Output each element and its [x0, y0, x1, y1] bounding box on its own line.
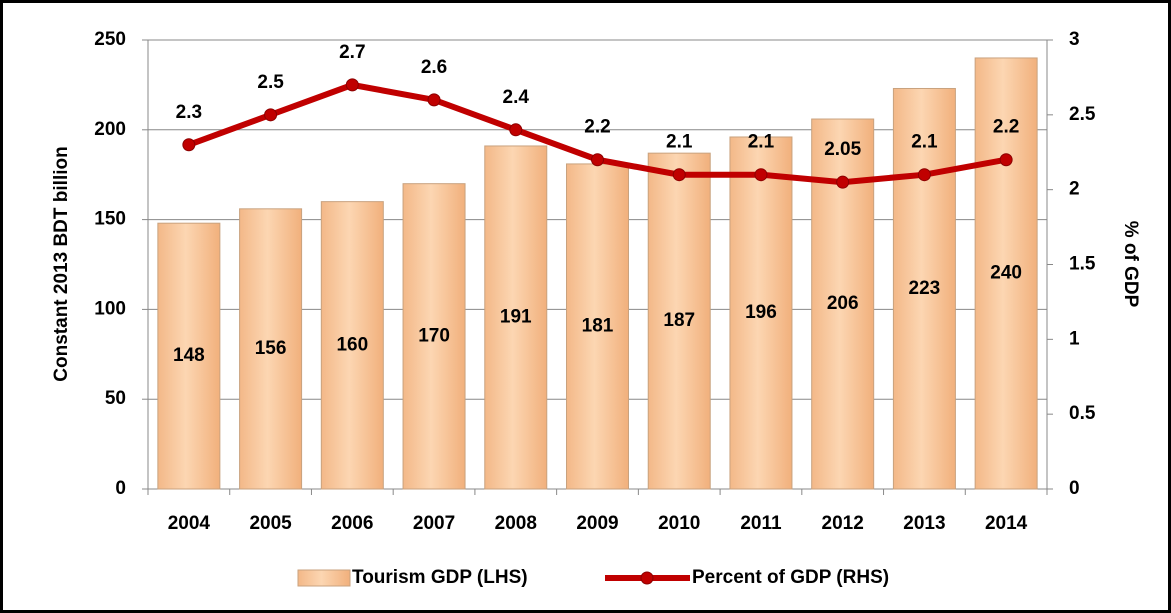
y-tick-label: 250 — [94, 29, 126, 50]
line-value-label: 2.1 — [666, 132, 693, 153]
y-tick-label: 100 — [94, 298, 126, 319]
bar-value-label: 191 — [500, 306, 532, 327]
bar — [647, 152, 711, 490]
y-tick-label: 200 — [94, 119, 126, 140]
y-axis-title: Constant 2013 BDT billion — [51, 146, 72, 381]
line-marker — [264, 108, 278, 122]
y-tick-label: 0 — [115, 478, 126, 499]
line-value-label: 2.3 — [176, 102, 202, 123]
line-marker — [836, 175, 850, 189]
x-tick-label: 2009 — [576, 513, 618, 534]
line-value-label: 2.7 — [339, 42, 365, 63]
line-marker — [427, 93, 441, 107]
x-tick-label: 2006 — [331, 513, 373, 534]
line-value-label: 2.2 — [584, 117, 610, 138]
line-marker — [345, 78, 359, 92]
x-tick-label: 2012 — [822, 513, 864, 534]
bar — [484, 145, 548, 490]
bar-value-label: 196 — [745, 302, 777, 323]
bar-value-label: 156 — [255, 338, 287, 359]
line-marker — [591, 153, 604, 167]
y2-tick-label: 1.5 — [1069, 254, 1096, 275]
x-tick-label: 2014 — [985, 513, 1028, 534]
x-tick-label: 2008 — [495, 513, 537, 534]
line-marker — [182, 138, 196, 152]
line-value-label: 2.1 — [748, 132, 775, 153]
bar — [402, 183, 466, 490]
bar — [892, 87, 956, 490]
bar-value-label: 223 — [909, 278, 941, 299]
y2-axis-title: % of GDP — [1120, 221, 1141, 308]
bar — [974, 57, 1038, 490]
legend-swatch — [297, 569, 351, 587]
y-tick-label: 150 — [94, 209, 126, 230]
bar-value-label: 181 — [582, 315, 614, 336]
y2-tick-label: 0.5 — [1069, 403, 1096, 424]
line-value-label: 2.2 — [993, 117, 1019, 138]
x-tick-label: 2011 — [740, 513, 782, 534]
line-marker — [999, 153, 1013, 167]
bar-value-label: 240 — [990, 262, 1022, 283]
y2-tick-label: 0 — [1069, 478, 1080, 499]
y2-tick-label: 2 — [1069, 179, 1080, 200]
line-marker — [917, 168, 931, 182]
bar — [157, 222, 221, 490]
line-value-label: 2.05 — [824, 139, 861, 160]
legend-swatch — [640, 571, 654, 585]
line-value-label: 2.5 — [257, 72, 284, 93]
y2-tick-label: 3 — [1069, 29, 1080, 50]
bar — [239, 208, 303, 490]
bar-value-label: 170 — [418, 325, 450, 346]
line-value-label: 2.4 — [503, 87, 530, 108]
line-marker — [754, 168, 768, 182]
line-marker — [672, 168, 686, 182]
bar-value-label: 187 — [663, 310, 695, 331]
legend-label: Percent of GDP (RHS) — [692, 567, 889, 588]
bar — [729, 136, 793, 490]
y2-tick-label: 1 — [1069, 328, 1080, 349]
line-value-label: 2.6 — [421, 57, 447, 78]
bar — [566, 163, 629, 490]
x-tick-label: 2010 — [658, 513, 700, 534]
bar-value-label: 160 — [336, 334, 368, 355]
y-tick-label: 50 — [105, 388, 126, 409]
x-tick-label: 2005 — [249, 513, 292, 534]
bar-value-label: 206 — [827, 293, 859, 314]
y2-tick-label: 2.5 — [1069, 104, 1096, 125]
line-marker — [509, 123, 523, 137]
x-tick-label: 2004 — [168, 513, 211, 534]
legend-label: Tourism GDP (LHS) — [352, 567, 528, 588]
x-tick-label: 2013 — [903, 513, 945, 534]
x-tick-label: 2007 — [413, 513, 455, 534]
bar-value-label: 148 — [173, 345, 205, 366]
bar — [320, 201, 384, 490]
line-value-label: 2.1 — [911, 132, 938, 153]
